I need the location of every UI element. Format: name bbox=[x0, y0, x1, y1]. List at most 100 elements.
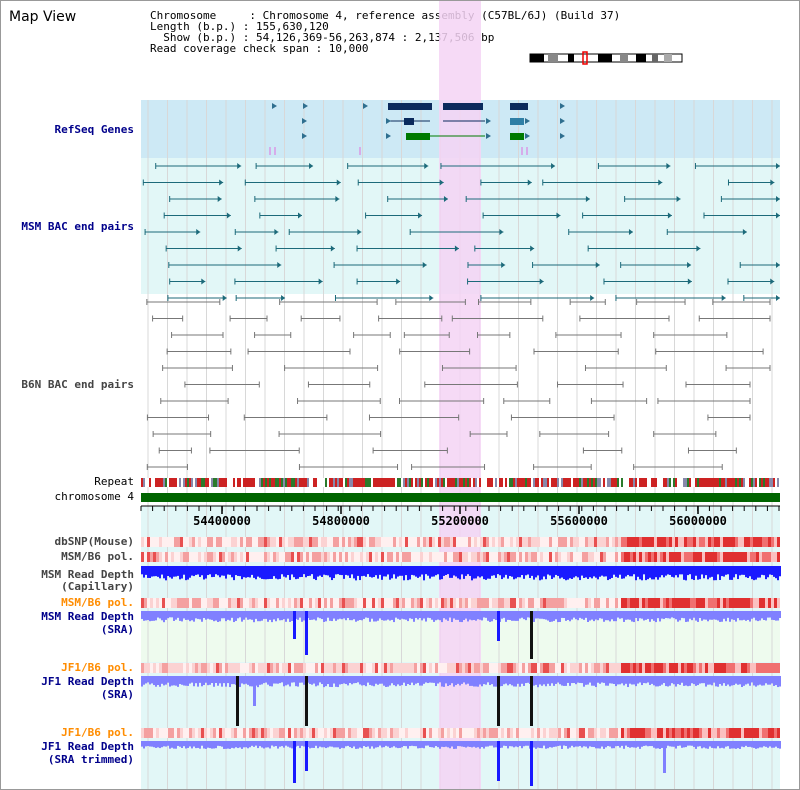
msm-bac-arrow bbox=[721, 295, 726, 301]
jf1-sra-depth bbox=[347, 676, 349, 686]
jf1-pol-mark bbox=[462, 663, 465, 673]
msm-pol-mark bbox=[534, 552, 537, 562]
jf1-trimmed-depth bbox=[143, 741, 145, 749]
repeat-mark bbox=[645, 478, 647, 487]
jf1-pol-mark bbox=[633, 663, 636, 673]
gene-arrow bbox=[525, 118, 530, 124]
msm-pol-mark bbox=[600, 552, 603, 562]
msm-capillary-depth bbox=[189, 566, 191, 578]
jf1-pol-mark bbox=[675, 663, 678, 673]
msm-capillary-depth bbox=[355, 566, 357, 581]
jf1-trimmed-depth bbox=[559, 741, 561, 746]
track-label-jf1-depth-sra[interactable]: JF1 Read Depth bbox=[41, 675, 134, 688]
msm-capillary-depth bbox=[437, 566, 439, 575]
track-label-msm-depth-sra[interactable]: MSM Read Depth bbox=[41, 610, 134, 623]
msm-pol-mark bbox=[165, 552, 168, 562]
track-label-msm-pol-1[interactable]: MSM/B6 pol. bbox=[61, 550, 134, 563]
jf1-trimmed-depth bbox=[613, 741, 615, 749]
repeat-mark bbox=[261, 478, 263, 487]
jf1-pol-mark bbox=[186, 663, 189, 673]
msm-capillary-depth bbox=[379, 566, 381, 575]
jf1-sra-depth bbox=[695, 676, 697, 686]
msm-pol-mark bbox=[492, 552, 495, 562]
track-label-msm-bac[interactable]: MSM BAC end pairs bbox=[21, 220, 134, 233]
msm-sra-depth bbox=[277, 611, 279, 619]
jf1-pol-mark bbox=[261, 663, 264, 673]
jf1-trimmed-depth bbox=[167, 741, 169, 746]
msm-pol-2-mark bbox=[675, 598, 678, 608]
track-label-msm-pol-2[interactable]: MSM/B6 pol. bbox=[61, 596, 134, 609]
jf1-trimmed-depth bbox=[207, 741, 209, 748]
msm-pol-2-mark bbox=[474, 598, 477, 608]
msm-capillary-depth bbox=[629, 566, 631, 577]
track-label-msm-depth-capillary[interactable]: MSM Read Depth bbox=[41, 568, 134, 581]
jf1-pol-mark bbox=[150, 663, 153, 673]
dbsnp-mark bbox=[141, 537, 144, 547]
dbsnp-mark bbox=[519, 537, 522, 547]
jf1-trimmed-depth bbox=[763, 741, 765, 747]
msm-pol-mark bbox=[540, 552, 543, 562]
msm-capillary-depth bbox=[779, 566, 781, 577]
track-label-jf1-pol-1[interactable]: JF1/B6 pol. bbox=[61, 661, 134, 674]
track-label-b6n-bac[interactable]: B6N BAC end pairs bbox=[21, 378, 134, 391]
dbsnp-mark bbox=[300, 537, 303, 547]
jf1-pol-mark bbox=[426, 663, 429, 673]
jf1-pol-2-mark bbox=[156, 728, 159, 738]
msm-pol-mark bbox=[624, 552, 627, 562]
msm-sra-depth bbox=[371, 611, 373, 619]
dbsnp-mark bbox=[159, 537, 162, 547]
dbsnp-mark bbox=[444, 537, 447, 547]
jf1-pol-2-mark bbox=[276, 728, 279, 738]
track-label-repeat[interactable]: Repeat bbox=[94, 475, 134, 488]
msm-pol-mark bbox=[147, 552, 150, 562]
jf1-pol-2-mark bbox=[342, 728, 345, 738]
jf1-trimmed-depth bbox=[629, 741, 631, 748]
repeat-mark bbox=[697, 478, 699, 487]
dbsnp-mark bbox=[231, 537, 234, 547]
repeat-mark bbox=[693, 478, 695, 487]
jf1-pol-2-mark bbox=[522, 728, 525, 738]
msm-capillary-depth bbox=[509, 566, 511, 576]
msm-pol-mark bbox=[705, 552, 708, 562]
jf1-sra-depth bbox=[299, 676, 301, 683]
msm-pol-mark bbox=[528, 552, 531, 562]
jf1-sra-depth bbox=[343, 676, 345, 684]
repeat-mark bbox=[571, 478, 573, 487]
jf1-pol-2-mark bbox=[684, 728, 687, 738]
msm-sra-depth bbox=[769, 611, 771, 618]
jf1-pol-mark bbox=[459, 663, 462, 673]
jf1-pol-2-mark bbox=[492, 728, 495, 738]
jf1-sra-depth bbox=[631, 676, 633, 685]
track-label-dbsnp[interactable]: dbSNP(Mouse) bbox=[54, 535, 134, 548]
msm-pol-2-mark bbox=[621, 598, 624, 608]
jf1-sra-depth bbox=[771, 676, 773, 684]
jf1-trimmed-depth bbox=[227, 741, 229, 749]
track-label-jf1-depth-trimmed[interactable]: JF1 Read Depth bbox=[41, 740, 134, 753]
jf1-trimmed-depth bbox=[171, 741, 173, 748]
jf1-sra-depth bbox=[653, 676, 655, 686]
msm-pol-mark bbox=[726, 552, 729, 562]
repeat-mark bbox=[669, 478, 671, 487]
msm-sra-depth bbox=[491, 611, 493, 622]
jf1-pol-mark bbox=[540, 663, 543, 673]
msm-pol-2-mark bbox=[333, 598, 336, 608]
jf1-pol-mark bbox=[414, 663, 417, 673]
track-label-refseq-genes[interactable]: RefSeq Genes bbox=[54, 123, 134, 136]
jf1-trimmed-depth bbox=[341, 741, 343, 748]
jf1-trimmed-depth bbox=[641, 741, 643, 747]
jf1-pol-2-mark bbox=[531, 728, 534, 738]
msm-sra-depth bbox=[441, 611, 443, 623]
jf1-trimmed-depth bbox=[173, 741, 175, 749]
jf1-pol-2-mark bbox=[633, 728, 636, 738]
msm-capillary-depth bbox=[505, 566, 507, 575]
jf1-trimmed-depth bbox=[201, 741, 203, 746]
msm-pol-2-mark bbox=[438, 598, 441, 608]
dbsnp-mark bbox=[399, 537, 402, 547]
jf1-pol-mark bbox=[153, 663, 156, 673]
track-label-jf1-pol-2[interactable]: JF1/B6 pol. bbox=[61, 726, 134, 739]
msm-pol-mark bbox=[549, 552, 552, 562]
msm-pol-mark bbox=[408, 552, 411, 562]
jf1-trimmed-depth bbox=[149, 741, 151, 747]
msm-sra-depth bbox=[743, 611, 745, 620]
